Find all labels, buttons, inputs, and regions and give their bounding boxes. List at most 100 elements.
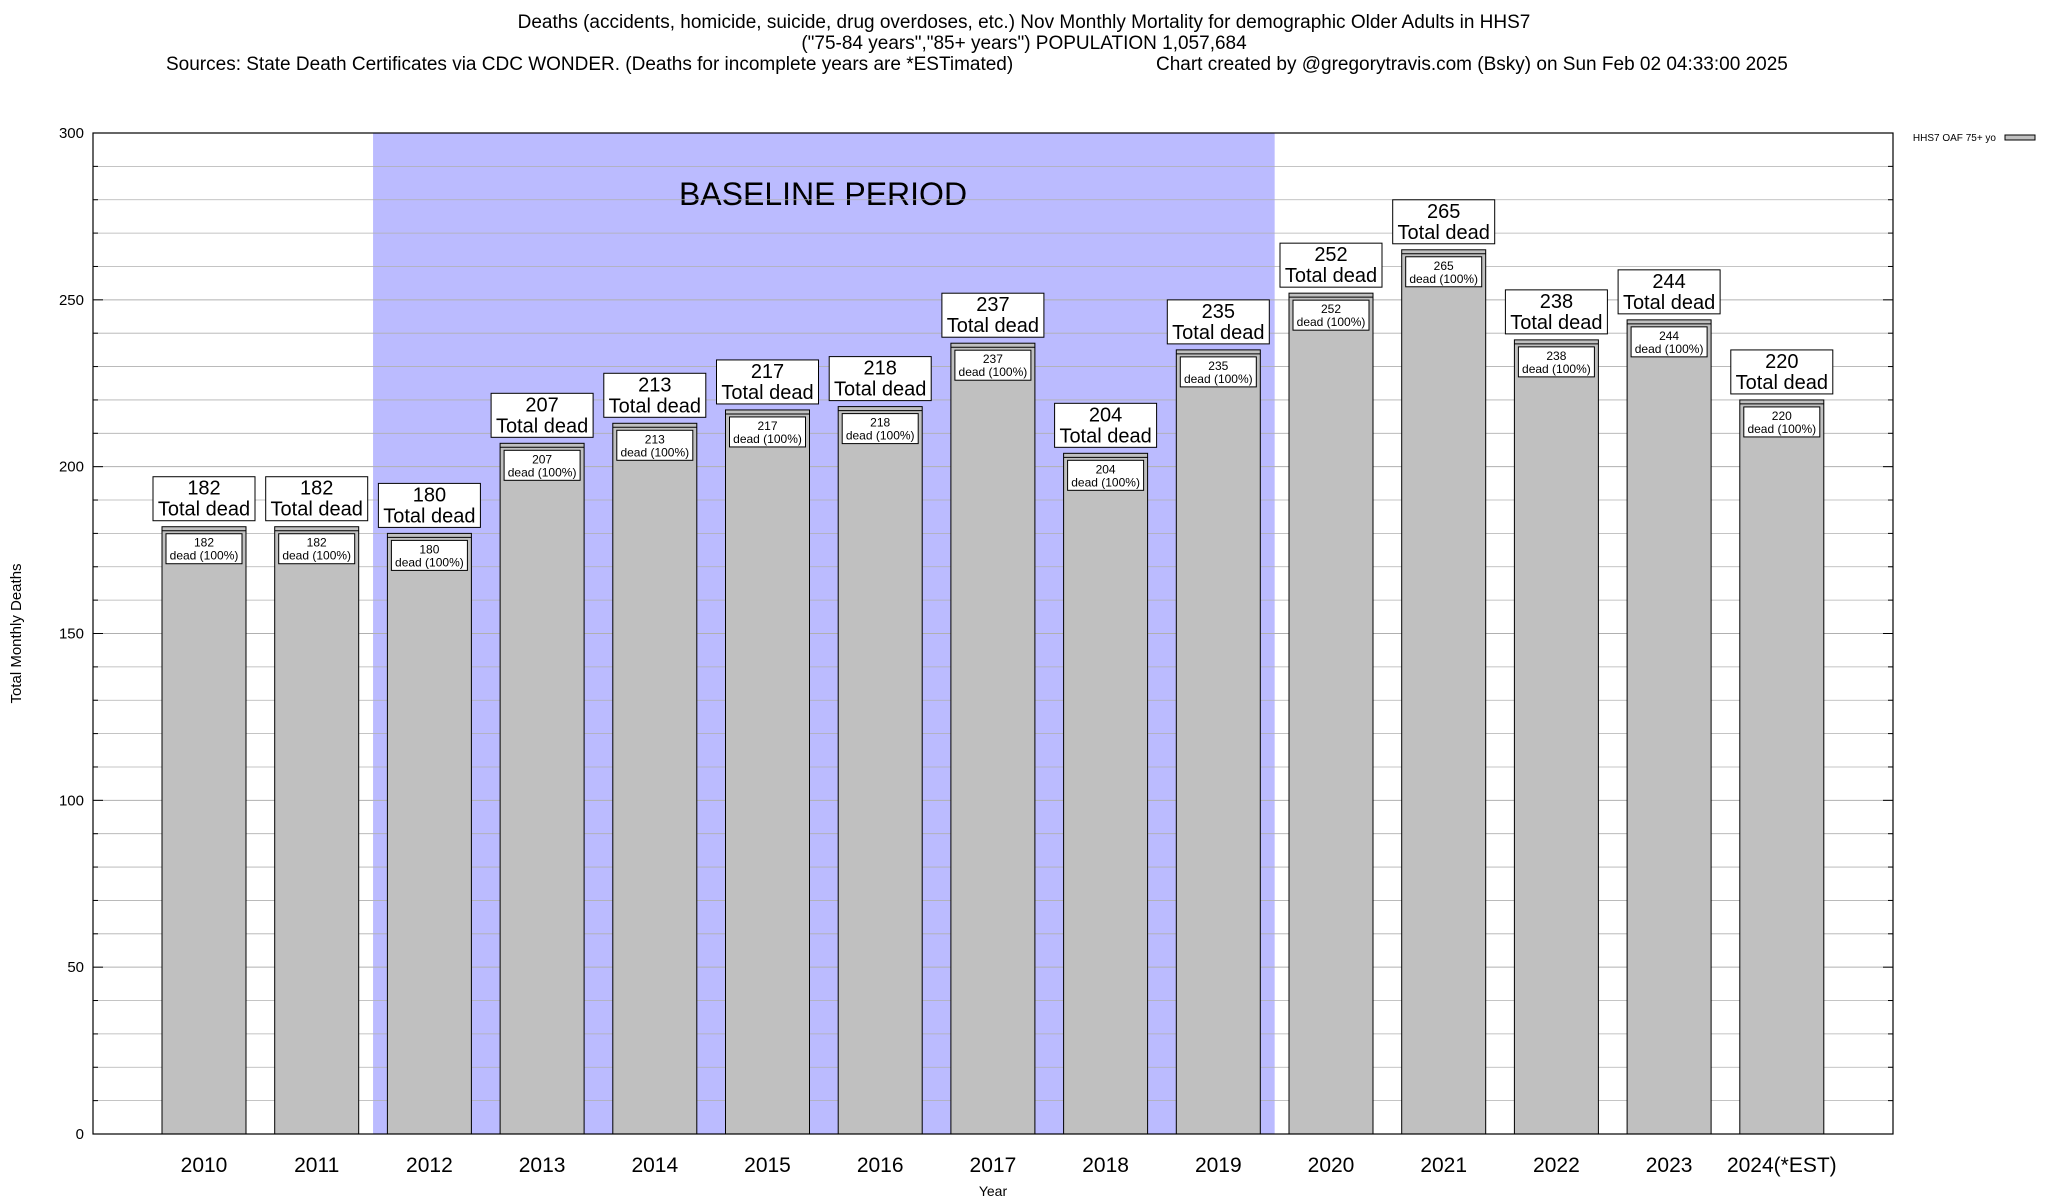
bar-inner-value: 238	[1546, 349, 1566, 363]
bar-top-label-box	[1166, 299, 1270, 345]
bar-inner-label-box	[1179, 356, 1257, 388]
bar-top-value: 182	[187, 478, 220, 500]
bar-top-label-box	[603, 372, 707, 418]
bar-top-label-box	[1504, 289, 1608, 335]
bar-inner-label-box	[841, 413, 919, 445]
bar-inner-label-box	[1067, 459, 1145, 491]
bar-top-value: 237	[976, 294, 1009, 316]
x-tick-label: 2010	[181, 1154, 228, 1177]
bar-inner-label-box	[278, 533, 356, 565]
bar-inner-value: 213	[645, 432, 665, 446]
legend-swatch	[2004, 134, 2036, 141]
bar-top-label-box	[1279, 242, 1383, 288]
bar-top-label-box	[377, 482, 481, 528]
bar-inner-label-box	[1405, 256, 1483, 288]
bar-inner-label-box	[616, 429, 694, 461]
bar	[950, 342, 1036, 1135]
bar-top-label-box	[1054, 402, 1158, 448]
plot-border	[92, 132, 1894, 1135]
bar-top-value: 238	[1540, 291, 1573, 313]
x-tick-label: 2015	[744, 1154, 791, 1177]
bar	[499, 442, 585, 1135]
bar-top-suffix: Total dead	[1285, 265, 1377, 287]
bar-top-suffix: Total dead	[609, 395, 701, 417]
bar-inner-value: 204	[1096, 462, 1116, 476]
y-tick-label: 250	[59, 292, 84, 309]
bar-top-label-box	[941, 292, 1045, 338]
y-tick-label: 0	[76, 1126, 84, 1143]
bar-top-suffix: Total dead	[1510, 312, 1602, 334]
bar-inner-label-box	[503, 449, 581, 481]
x-tick-label: 2017	[970, 1154, 1017, 1177]
bar-inner-suffix: dead (100%)	[1522, 362, 1591, 376]
bar-top-suffix: Total dead	[1736, 372, 1828, 394]
bar-inner-value: 218	[870, 416, 890, 430]
bar-top-suffix: Total dead	[271, 499, 363, 521]
bar-inner-value: 182	[307, 536, 327, 550]
bar-inner-suffix: dead (100%)	[170, 549, 239, 563]
bar-top-value: 235	[1202, 301, 1235, 323]
bar	[1739, 399, 1825, 1135]
chart-credit-text: Chart created by @gregorytravis.com (Bsk…	[1156, 54, 1788, 75]
bar-inner-suffix: dead (100%)	[1071, 475, 1140, 489]
bar-top-label-box	[1730, 349, 1834, 395]
bar-inner-suffix: dead (100%)	[282, 549, 351, 563]
bar-top-value: 252	[1314, 244, 1347, 266]
bar	[386, 532, 472, 1135]
y-tick-label: 150	[59, 626, 84, 643]
bar-top-suffix: Total dead	[1398, 222, 1490, 244]
bar-inner-value: 207	[532, 452, 552, 466]
bar-top-label-box	[1392, 199, 1496, 245]
bar-top-label-box	[828, 356, 932, 402]
bar	[1626, 319, 1712, 1135]
bar-inner-value: 265	[1434, 259, 1454, 273]
bar-top-value: 207	[525, 394, 558, 416]
bar-top-suffix: Total dead	[383, 505, 475, 527]
bar-inner-suffix: dead (100%)	[846, 429, 915, 443]
bar	[1063, 452, 1149, 1135]
bar-top-value: 265	[1427, 201, 1460, 223]
bar-top-value: 213	[638, 374, 671, 396]
bar-inner-value: 220	[1772, 409, 1792, 423]
bar-top-value: 204	[1089, 404, 1122, 426]
bar-inner-suffix: dead (100%)	[1297, 315, 1366, 329]
bar-inner-value: 217	[757, 419, 777, 433]
bar	[1288, 292, 1374, 1135]
bar-inner-label-box	[165, 533, 243, 565]
bar	[1513, 339, 1599, 1135]
bar-top-suffix: Total dead	[947, 315, 1039, 337]
bar-inner-suffix: dead (100%)	[1184, 372, 1253, 386]
x-tick-label: 2014	[631, 1154, 678, 1177]
x-tick-label: 2011	[294, 1154, 339, 1177]
bar-top-value: 220	[1765, 351, 1798, 373]
legend-label: HHS7 OAF 75+ yo	[1913, 133, 1997, 144]
bar-top-value: 217	[751, 361, 784, 383]
bar-top-label-box	[265, 476, 369, 522]
x-tick-label: 2018	[1082, 1154, 1129, 1177]
bar-inner-suffix: dead (100%)	[1409, 272, 1478, 286]
x-tick-label: 2019	[1195, 1154, 1242, 1177]
y-tick-label: 50	[67, 959, 84, 976]
bar-inner-suffix: dead (100%)	[959, 365, 1028, 379]
bar	[1175, 349, 1261, 1135]
bar	[274, 526, 360, 1135]
chart-sources-text: Sources: State Death Certificates via CD…	[166, 54, 1014, 75]
x-tick-label: 2022	[1533, 1154, 1580, 1177]
bar	[1401, 249, 1487, 1135]
bar-top-label-box	[716, 359, 819, 405]
